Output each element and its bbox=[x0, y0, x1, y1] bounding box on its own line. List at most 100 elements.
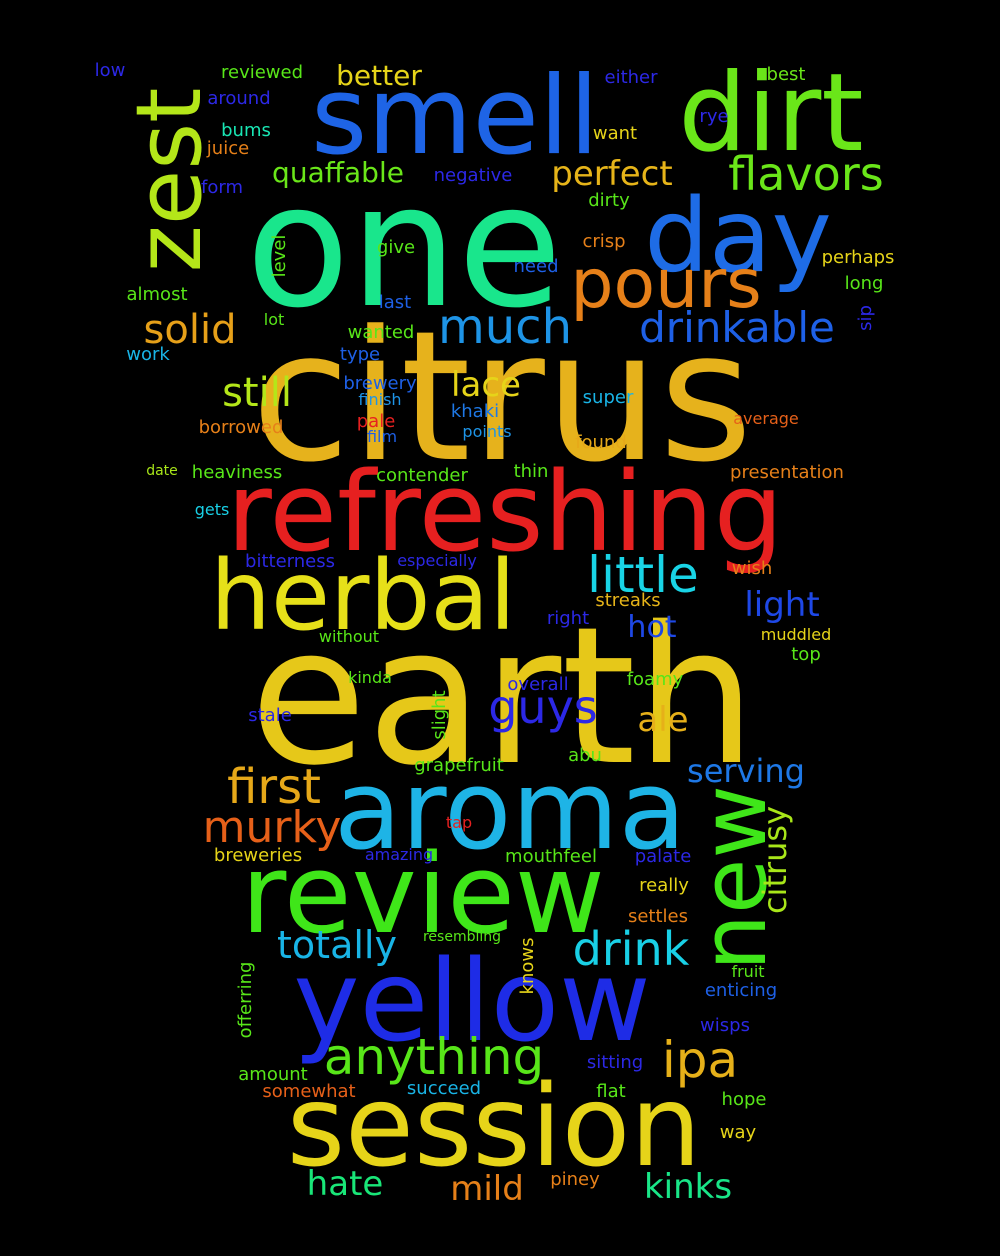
word-somewhat: somewhat bbox=[262, 1081, 356, 1102]
word-date: date bbox=[146, 463, 178, 479]
word-anything: anything bbox=[323, 1028, 545, 1086]
word-crisp: crisp bbox=[582, 231, 626, 252]
word-citrus: citrus bbox=[251, 293, 753, 502]
word-want: want bbox=[592, 123, 638, 144]
word-around: around bbox=[207, 88, 271, 109]
word-perhaps: perhaps bbox=[821, 247, 895, 268]
word-light: light bbox=[744, 585, 820, 625]
word-way: way bbox=[719, 1122, 757, 1143]
word-aroma: aroma bbox=[333, 746, 687, 874]
word-resembling: resembling bbox=[422, 929, 502, 945]
word-need: need bbox=[513, 256, 559, 277]
word-grapefruit: grapefruit bbox=[414, 755, 504, 776]
word-yellow: yellow bbox=[293, 937, 651, 1067]
word-wanted: wanted bbox=[347, 322, 415, 343]
word-either: either bbox=[604, 67, 658, 88]
word-finish: finish bbox=[358, 390, 402, 409]
word-little: little bbox=[587, 546, 699, 604]
word-much: much bbox=[438, 299, 572, 355]
word-citrusy: citrusy bbox=[756, 805, 794, 915]
word-drink: drink bbox=[572, 922, 690, 976]
word-form: form bbox=[201, 177, 243, 198]
word-give: give bbox=[376, 237, 416, 258]
word-wish: wish bbox=[731, 558, 773, 579]
word-wisps: wisps bbox=[700, 1015, 750, 1036]
word-long: long bbox=[844, 273, 884, 294]
word-dirt: dirt bbox=[678, 51, 864, 176]
word-breweries: breweries bbox=[213, 845, 303, 866]
word-bitterness: bitterness bbox=[245, 551, 335, 572]
word-hot: hot bbox=[627, 610, 677, 645]
word-film: film bbox=[366, 427, 398, 446]
word-one: one bbox=[245, 148, 563, 346]
word-foamy: foamy bbox=[626, 669, 684, 690]
word-flat: flat bbox=[596, 1081, 626, 1102]
word-gets: gets bbox=[194, 500, 230, 519]
word-quaffable: quaffable bbox=[272, 156, 404, 189]
word-reviewed: reviewed bbox=[220, 62, 304, 83]
word-offerring: offerring bbox=[235, 961, 256, 1039]
word-work: work bbox=[126, 344, 170, 365]
word-still: still bbox=[222, 370, 292, 416]
word-found: found bbox=[575, 432, 627, 453]
word-hate: hate bbox=[306, 1164, 384, 1204]
word-mild: mild bbox=[450, 1169, 524, 1209]
word-enticing: enticing bbox=[704, 980, 778, 1001]
word-best: best bbox=[766, 64, 806, 85]
word-type: type bbox=[339, 344, 381, 365]
word-succeed: succeed bbox=[406, 1078, 482, 1099]
word-kinda: kinda bbox=[348, 668, 392, 687]
word-stale: stale bbox=[248, 705, 292, 726]
word-super: super bbox=[582, 387, 634, 408]
word-perfect: perfect bbox=[551, 154, 673, 194]
word-serving: serving bbox=[687, 752, 805, 790]
word-day: day bbox=[644, 177, 832, 296]
word-last: last bbox=[378, 292, 412, 313]
word-fruit: fruit bbox=[731, 962, 765, 981]
word-piney: piney bbox=[550, 1169, 600, 1190]
word-flavors: flavors bbox=[728, 147, 884, 201]
word-muddled: muddled bbox=[760, 625, 832, 644]
word-abu: abu bbox=[568, 745, 602, 766]
word-rye: rye bbox=[699, 106, 729, 127]
word-borrowed: borrowed bbox=[198, 417, 284, 438]
word-really: really bbox=[639, 875, 689, 896]
word-session: session bbox=[286, 1062, 702, 1192]
word-top: top bbox=[791, 644, 821, 665]
word-smell: smell bbox=[311, 54, 599, 179]
word-guys: guys bbox=[488, 680, 598, 734]
word-mouthfeel: mouthfeel bbox=[505, 846, 597, 867]
word-totally: totally bbox=[277, 923, 397, 967]
word-streaks: streaks bbox=[595, 590, 661, 611]
word-amazing: amazing bbox=[364, 845, 434, 864]
word-low: low bbox=[94, 60, 126, 81]
word-brewery: brewery bbox=[343, 373, 417, 394]
word-amount: amount bbox=[238, 1064, 308, 1085]
word-refreshing: refreshing bbox=[226, 448, 784, 576]
word-heaviness: heaviness bbox=[191, 462, 283, 483]
word-sip: sip bbox=[855, 305, 876, 331]
word-points: points bbox=[462, 422, 512, 441]
word-lace: lace bbox=[451, 365, 521, 405]
word-bums: bums bbox=[221, 120, 271, 141]
word-especially: especially bbox=[397, 551, 477, 570]
word-juice: juice bbox=[206, 138, 250, 159]
word-herbal: herbal bbox=[210, 540, 516, 652]
word-slight: slight bbox=[429, 690, 450, 740]
word-sitting: sitting bbox=[586, 1052, 644, 1073]
word-murky: murky bbox=[202, 802, 342, 853]
word-contender: contender bbox=[376, 465, 468, 486]
word-review: review bbox=[241, 830, 605, 958]
word-lot: lot bbox=[263, 310, 285, 329]
word-kinks: kinks bbox=[643, 1167, 733, 1207]
word-drinkable: drinkable bbox=[639, 303, 835, 352]
word-earth: earth bbox=[249, 586, 757, 807]
word-solid: solid bbox=[143, 307, 237, 353]
word-presentation: presentation bbox=[730, 462, 844, 483]
word-negative: negative bbox=[433, 165, 513, 186]
word-better: better bbox=[336, 59, 422, 92]
word-knows: knows bbox=[517, 937, 538, 995]
word-almost: almost bbox=[126, 284, 188, 305]
word-dirty: dirty bbox=[588, 190, 630, 211]
